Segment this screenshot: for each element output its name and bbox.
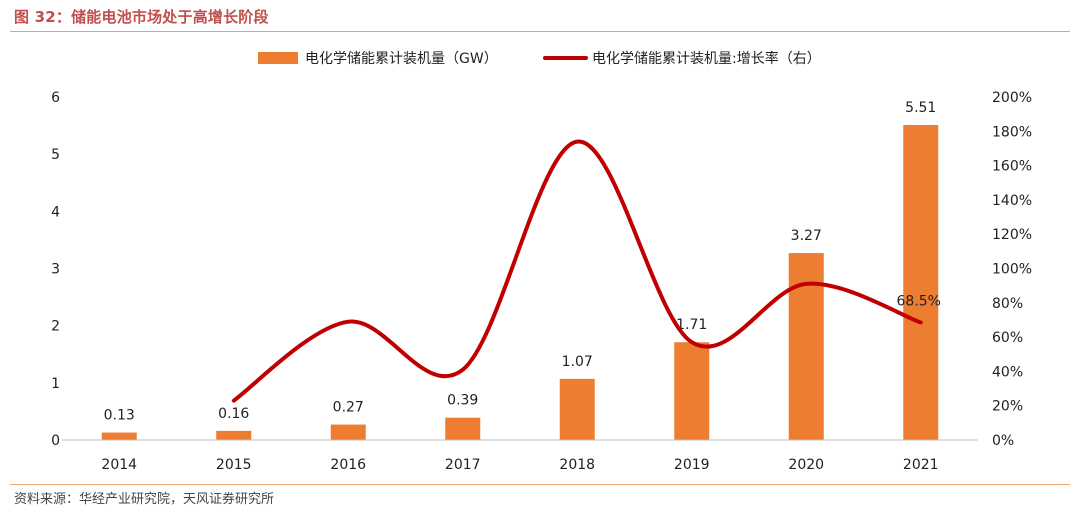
source-note: 资料来源：华经产业研究院，天风证券研究所 [14, 492, 275, 507]
y-right-tick-label: 160% [992, 159, 1032, 175]
y-left-tick-label: 1 [51, 376, 60, 392]
y-right-tick-label: 140% [992, 193, 1032, 209]
bar [674, 342, 710, 440]
y-left-tick-label: 0 [51, 433, 60, 449]
bar [903, 125, 939, 441]
x-tick-label: 2021 [903, 457, 939, 473]
y-left-tick-label: 4 [51, 204, 60, 220]
legend-line-label: 电化学储能累计装机量:增长率（右） [592, 50, 821, 67]
y-right-tick-label: 80% [992, 296, 1023, 312]
bar [788, 253, 824, 440]
bar-value-label: 0.16 [218, 406, 249, 422]
x-tick-label: 2014 [101, 457, 137, 473]
title-divider [10, 31, 1070, 32]
y-left-tick-label: 5 [51, 147, 60, 163]
y-left-tick-label: 2 [51, 319, 60, 335]
legend-bar-swatch [258, 52, 298, 64]
y-right-tick-label: 20% [992, 399, 1023, 415]
x-tick-label: 2016 [330, 457, 366, 473]
bar [216, 430, 252, 440]
growth-rate-line [231, 139, 923, 403]
y-right-tick-label: 180% [992, 124, 1032, 140]
y-left-axis: 0 1 2 3 4 5 6 [51, 90, 60, 449]
y-right-tick-label: 200% [992, 90, 1032, 106]
y-left-tick-label: 6 [51, 90, 60, 106]
bar-value-label: 0.13 [104, 408, 135, 424]
y-right-tick-label: 0% [992, 433, 1014, 449]
y-left-tick-label: 3 [51, 262, 60, 278]
bar-value-label: 0.27 [333, 400, 364, 416]
growth-end-label: 68.5% [897, 294, 941, 310]
footer-divider [10, 484, 1070, 485]
bar-value-label: 3.27 [791, 228, 822, 244]
x-tick-label: 2015 [216, 457, 252, 473]
bar [559, 378, 595, 440]
legend-bar-label: 电化学储能累计装机量（GW） [305, 51, 498, 67]
x-tick-label: 2020 [788, 457, 824, 473]
y-right-tick-label: 40% [992, 364, 1023, 380]
y-right-tick-label: 60% [992, 330, 1023, 346]
y-right-tick-label: 100% [992, 262, 1032, 278]
bar [445, 417, 481, 440]
bar-value-label: 5.51 [905, 100, 936, 116]
bar-value-label: 1.07 [562, 354, 593, 370]
bar-labels: 0.13 0.16 0.27 0.39 1.07 1.71 3.27 5.51 [104, 100, 937, 424]
x-tick-label: 2017 [445, 457, 481, 473]
bar-series [101, 125, 939, 441]
y-right-axis: 0% 20% 40% 60% 80% 100% 120% 140% 160% 180% 200% [992, 90, 1032, 449]
chart: 电化学储能累计装机量（GW） 电化学储能累计装机量:增长率（右） 0 1 2 3 4 5 6… [51, 50, 1032, 473]
x-tick-label: 2019 [674, 457, 710, 473]
bar-value-label: 0.39 [447, 393, 478, 409]
bar-value-label: 1.71 [676, 317, 707, 333]
y-right-tick-label: 120% [992, 227, 1032, 243]
figure-title: 图 32：储能电池市场处于高增长阶段 [14, 8, 269, 26]
x-axis: 2014 2015 2016 2017 2018 2019 2020 2021 [101, 457, 938, 473]
legend: 电化学储能累计装机量（GW） 电化学储能累计装机量:增长率（右） [258, 50, 821, 67]
bar [101, 432, 137, 440]
x-tick-label: 2018 [559, 457, 595, 473]
bar [330, 424, 366, 440]
